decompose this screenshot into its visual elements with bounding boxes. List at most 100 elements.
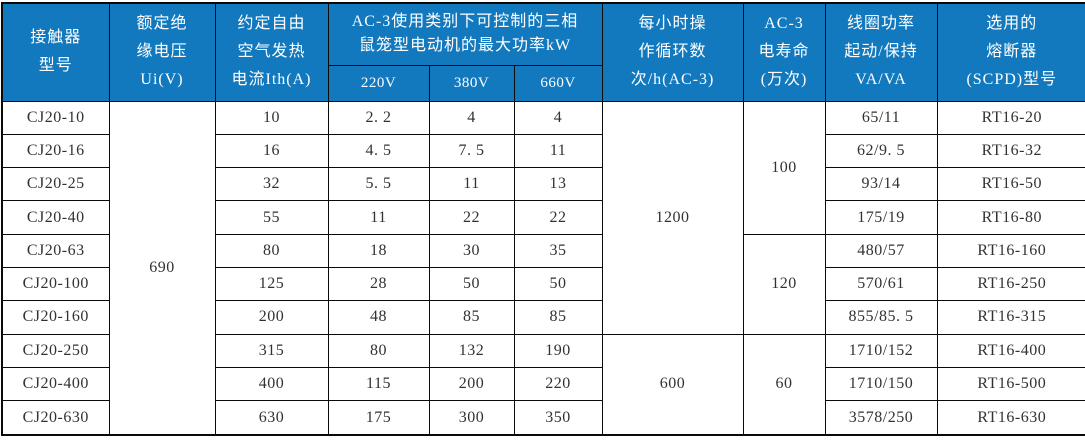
header-contactor-model: 接触器 型号 (1, 2, 110, 102)
header-fuse-type: 选用的 熔断器 (SCPD)型号 (936, 2, 1085, 102)
cell-model: CJ20-160 (1, 300, 110, 335)
cell-model: CJ20-630 (1, 400, 110, 436)
cell-kw-380v: 22 (428, 200, 515, 235)
cell-ith: 315 (214, 333, 329, 368)
cell-kw-220v: 175 (327, 400, 430, 436)
header-row-sub: 220V 380V 660V (2, 64, 1085, 102)
cell-model: CJ20-25 (1, 167, 110, 202)
header-electrical-life: AC-3 电寿命 (万次) (742, 2, 826, 102)
cell-coil-power: 855/85. 5 (824, 300, 938, 335)
cell-kw-220v: 4. 5 (327, 133, 430, 169)
table-row: CJ20-10 690 10 2. 2 4 4 1200 100 65/11 R… (1, 100, 1085, 436)
cell-kw-660v: 50 (513, 266, 603, 302)
cell-ith: 55 (214, 200, 329, 235)
cell-kw-660v: 85 (513, 300, 603, 335)
cell-model: CJ20-400 (1, 366, 110, 402)
cell-ith: 16 (214, 133, 329, 169)
cell-kw-380v: 7. 5 (428, 133, 515, 169)
cell-fuse: RT16-500 (936, 366, 1085, 402)
header-thermal-current: 约定自由 空气发热 电流Ith(A) (214, 2, 329, 102)
table-row: CJ20-630 630 175 300 350 3578/250 RT16-6… (1, 400, 1085, 436)
cell-model: CJ20-250 (1, 333, 110, 368)
cell-kw-380v: 30 (428, 233, 515, 268)
cell-ith: 400 (214, 366, 329, 402)
cell-fuse: RT16-400 (936, 333, 1085, 368)
table-row: CJ20-100 125 28 50 50 570/61 RT16-250 (1, 266, 1085, 302)
cell-kw-220v: 48 (327, 300, 430, 335)
header-max-power-group: AC-3使用类别下可控制的三相 鼠笼型电动机的最大功率kW (327, 2, 603, 66)
header-row-top: 接触器 型号 额定绝 缘电压 Ui(V) 约定自由 空气发热 电流Ith(A) … (1, 2, 1085, 102)
cell-model: CJ20-100 (1, 266, 110, 302)
cell-coil-power: 65/11 (824, 100, 938, 135)
cell-fuse: RT16-630 (936, 400, 1085, 436)
cell-kw-220v: 80 (327, 333, 430, 368)
table-row: CJ20-25 32 5. 5 11 13 93/14 RT16-50 (1, 167, 1085, 202)
cell-fuse: RT16-50 (936, 167, 1085, 202)
cell-kw-380v: 4 (428, 100, 515, 135)
cell-life: 60 (742, 333, 826, 436)
table-row: CJ20-40 55 11 22 22 175/19 RT16-80 (1, 200, 1085, 235)
cell-coil-power: 480/57 (824, 233, 938, 268)
cell-kw-660v: 35 (513, 233, 603, 268)
cell-kw-660v: 4 (513, 100, 603, 135)
table-body: CJ20-10 690 10 2. 2 4 4 1200 100 65/11 R… (1, 100, 1085, 436)
cell-kw-220v: 115 (327, 366, 430, 402)
cell-coil-power: 3578/250 (824, 400, 938, 436)
cell-ith: 125 (214, 266, 329, 302)
cell-kw-660v: 190 (513, 333, 603, 368)
cell-kw-380v: 200 (428, 366, 515, 402)
cell-life: 120 (742, 233, 826, 335)
cell-cycles: 1200 (601, 100, 744, 335)
cell-model: CJ20-63 (1, 233, 110, 268)
cell-insulation-voltage: 690 (108, 100, 216, 436)
cell-cycles: 600 (601, 333, 744, 436)
cell-kw-660v: 350 (513, 400, 603, 436)
cell-ith: 10 (214, 100, 329, 135)
cell-model: CJ20-10 (1, 100, 110, 135)
cell-model: CJ20-40 (1, 200, 110, 235)
cell-coil-power: 1710/152 (824, 333, 938, 368)
table-row: CJ20-250 315 80 132 190 600 60 1710/152 … (1, 333, 1085, 436)
cell-model: CJ20-16 (1, 133, 110, 169)
header-cycles-per-hour: 每小时操 作循环数 次/h(AC-3) (601, 2, 744, 102)
table-header: 接触器 型号 额定绝 缘电压 Ui(V) 约定自由 空气发热 电流Ith(A) … (1, 2, 1085, 102)
header-kw-380v: 380V (428, 64, 515, 102)
cell-fuse: RT16-160 (936, 233, 1085, 268)
cell-ith: 200 (214, 300, 329, 335)
table-row: CJ20-400 400 115 200 220 1710/150 RT16-5… (1, 366, 1085, 402)
cell-fuse: RT16-32 (936, 133, 1085, 169)
cell-coil-power: 1710/150 (824, 366, 938, 402)
cell-ith: 32 (214, 167, 329, 202)
cell-kw-660v: 13 (513, 167, 603, 202)
cell-kw-220v: 5. 5 (327, 167, 430, 202)
cell-kw-380v: 85 (428, 300, 515, 335)
header-coil-power: 线圈功率 起动/保持 VA/VA (824, 2, 938, 102)
cell-kw-380v: 132 (428, 333, 515, 368)
cell-kw-380v: 11 (428, 167, 515, 202)
cell-fuse: RT16-20 (936, 100, 1085, 135)
cell-kw-660v: 22 (513, 200, 603, 235)
table-row: CJ20-160 200 48 85 85 855/85. 5 RT16-315 (1, 300, 1085, 335)
table-row: CJ20-16 16 4. 5 7. 5 11 62/9. 5 RT16-32 (1, 133, 1085, 169)
cell-coil-power: 62/9. 5 (824, 133, 938, 169)
cell-kw-380v: 50 (428, 266, 515, 302)
header-kw-220v: 220V (327, 64, 430, 102)
cell-kw-380v: 300 (428, 400, 515, 436)
cell-coil-power: 93/14 (824, 167, 938, 202)
cell-kw-220v: 28 (327, 266, 430, 302)
header-kw-660v: 660V (513, 64, 603, 102)
cell-ith: 630 (214, 400, 329, 436)
cell-fuse: RT16-315 (936, 300, 1085, 335)
cell-ith: 80 (214, 233, 329, 268)
cell-kw-220v: 2. 2 (327, 100, 430, 135)
cell-kw-220v: 11 (327, 200, 430, 235)
cell-life: 100 (742, 100, 826, 235)
header-rated-insulation-voltage: 额定绝 缘电压 Ui(V) (108, 2, 216, 102)
cell-kw-220v: 18 (327, 233, 430, 268)
cell-kw-660v: 220 (513, 366, 603, 402)
cell-coil-power: 175/19 (824, 200, 938, 235)
cell-fuse: RT16-250 (936, 266, 1085, 302)
cell-fuse: RT16-80 (936, 200, 1085, 235)
